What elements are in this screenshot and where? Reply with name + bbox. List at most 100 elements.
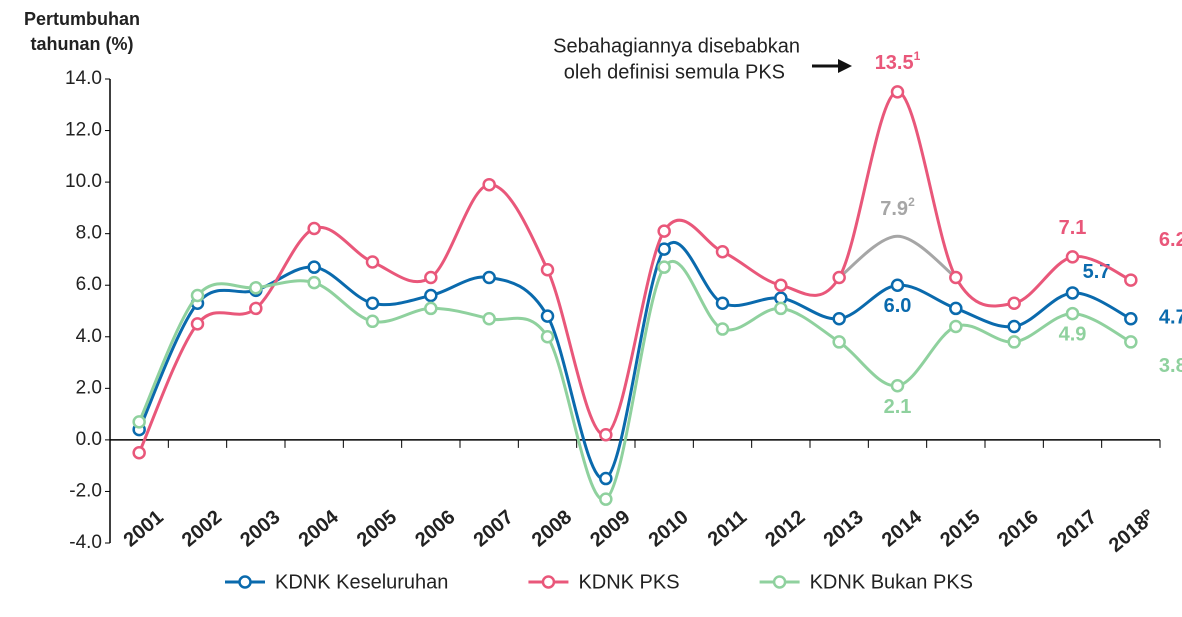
marker [365,296,380,311]
y-tick-label: 14.0 [65,68,102,89]
x-tick-label: 2004 [295,505,344,551]
y-tick-label: 0.0 [76,429,102,450]
marker [890,85,905,99]
legend-label: KDNK Bukan PKS [810,571,973,593]
marker [890,379,905,393]
marker [482,177,496,192]
marker [1065,286,1080,300]
legend-label: KDNK Keseluruhan [275,571,448,593]
x-tick-label: 2014 [878,505,927,551]
marker [540,309,555,323]
legend-marker [541,575,556,589]
marker [1124,311,1138,326]
data-label-value: 7.1 [1059,217,1087,239]
marker [599,427,613,442]
y-tick-label: 6.0 [76,274,102,295]
y-axis-title: tahunan (%) [31,34,134,54]
y-tick-label: -4.0 [69,532,102,553]
x-tick-label: 2007 [470,506,518,551]
marker [190,288,205,303]
data-label-value: 7.9 [880,199,908,221]
data-label-value: 13.5 [875,52,914,74]
data-label: 4.7 [1159,307,1182,329]
y-tick-label: -2.0 [69,480,102,501]
x-tick-label: 2006 [411,506,459,551]
y-tick-label: 8.0 [76,223,102,244]
legend-marker [772,575,787,589]
marker [1007,296,1021,311]
x-tick-label: 2011 [704,506,751,551]
data-label-value: 5.7 [1083,261,1111,283]
x-tick-label: 2018ᴾ [1105,506,1160,557]
marker [307,221,321,236]
y-tick-label: 2.0 [76,377,102,398]
data-label-value: 4.9 [1059,324,1087,346]
x-tick-label: 2015 [936,506,984,551]
data-label-value: 6.2 [1159,229,1182,251]
marker [132,415,146,429]
marker [1065,250,1080,264]
marker [249,281,263,295]
data-label: 6.0 [884,296,912,318]
marker [1007,319,1021,334]
data-label: 2.1 [884,396,912,418]
marker [715,244,730,259]
marker [307,260,321,274]
marker [365,255,380,269]
x-tick-label: 2009 [586,506,634,551]
marker [774,278,788,292]
x-tick-label: 2010 [645,506,693,551]
marker [832,311,846,326]
y-tick-label: 10.0 [65,171,102,192]
marker [1124,335,1138,349]
marker [540,263,555,277]
legend-label: KDNK PKS [578,571,679,593]
annotation: oleh definisi semula PKS [564,61,785,83]
data-label: 5.7 [1083,261,1111,283]
marker [424,270,438,285]
y-axis-title: Pertumbuhan [24,9,140,29]
marker [949,319,963,334]
marker [657,242,671,256]
marker [1065,306,1080,321]
y-tick-label: 12.0 [65,120,102,141]
marker [657,224,671,238]
marker [1124,273,1138,287]
data-label-value: 3.8 [1159,355,1182,377]
legend-marker [238,575,252,589]
marker [657,260,671,274]
marker [249,301,263,316]
marker [715,296,730,311]
marker [832,270,846,285]
x-tick-label: 2016 [995,506,1043,551]
marker [1007,335,1021,349]
marker [424,288,438,303]
series-line [137,259,1132,502]
marker [365,314,380,329]
x-tick-label: 2005 [353,506,401,551]
data-label: 6.2 [1159,229,1182,251]
marker [482,311,496,326]
annotation: Sebahagiannya disebabkan [553,35,800,57]
marker [715,322,730,336]
marker [190,317,205,331]
data-label: 7.1 [1059,217,1087,239]
marker [949,301,963,316]
marker [307,275,321,290]
data-label-value: 6.0 [884,296,912,318]
data-label-note: 1 [914,49,921,63]
marker [599,471,613,486]
data-label-value: 2.1 [884,396,912,418]
series-line [838,234,957,279]
series-line [137,90,1132,454]
marker [949,270,963,285]
x-tick-label: 2012 [761,506,809,551]
marker [540,330,555,344]
marker [599,492,613,506]
x-tick-label: 2013 [820,506,868,551]
marker [424,301,438,316]
marker [774,301,788,316]
x-tick-label: 2003 [236,506,284,551]
x-tick-label: 2001 [120,506,168,551]
